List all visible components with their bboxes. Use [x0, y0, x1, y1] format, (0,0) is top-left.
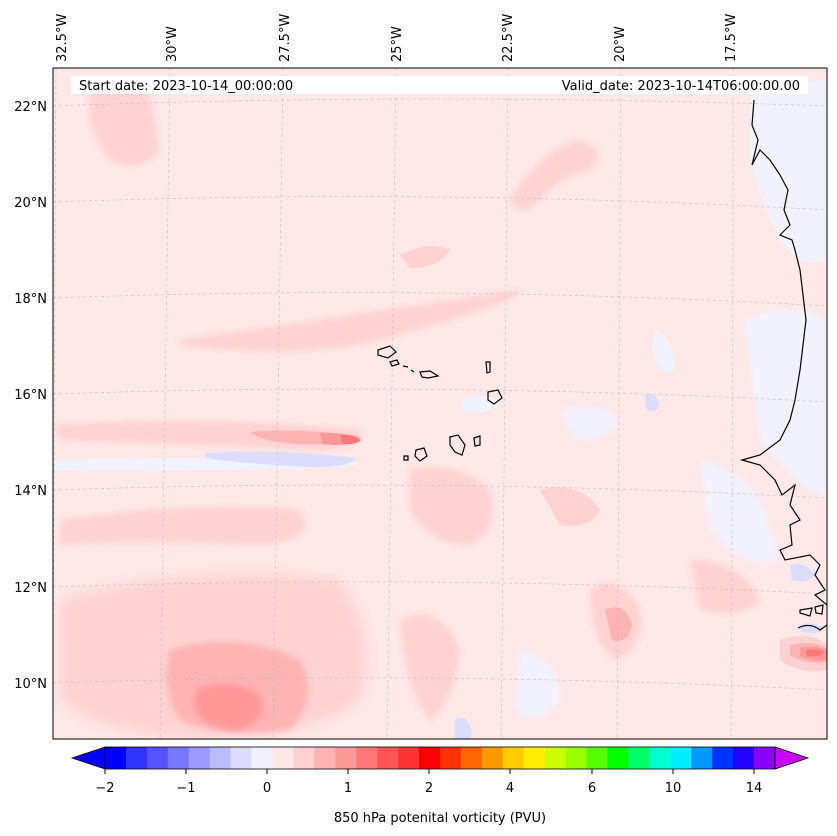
colorbar-segment [628, 747, 650, 769]
colorbar-segment [146, 747, 169, 769]
lon-label: 27.5°W [278, 14, 293, 62]
colorbar-segment [356, 747, 378, 769]
colorbar-segment [440, 747, 462, 769]
colorbar-segments [105, 747, 776, 769]
colorbar-tick-label: 0 [263, 781, 271, 796]
colorbar-segment [544, 747, 567, 769]
lon-label: 30°W [165, 26, 180, 62]
colorbar-segment [460, 747, 483, 769]
lon-label: 32.5°W [55, 14, 70, 62]
lat-label: 14°N [14, 484, 47, 499]
colorbar-over-arrow [774, 746, 810, 770]
map-frame [52, 67, 828, 740]
colorbar-segment [272, 747, 294, 769]
lon-label: 20°W [613, 26, 628, 62]
colorbar-segment [733, 747, 755, 769]
colorbar-tick-label: 4 [506, 781, 514, 796]
coastline [739, 99, 827, 631]
latitude-labels: 22°N 20°N 18°N 16°N 14°N 12°N 10°N [14, 100, 47, 692]
colorbar-title: 850 hPa potenital vorticity (PVU) [334, 811, 546, 826]
colorbar-segment [586, 747, 608, 769]
lon-label: 17.5°W [724, 14, 739, 62]
lat-label: 16°N [14, 388, 47, 403]
colorbar-segment [712, 747, 734, 769]
colorbar-tick-label: 6 [588, 781, 596, 796]
colorbar-segment [377, 747, 399, 769]
colorbar-segment [419, 747, 441, 769]
colorbar-segment [209, 747, 232, 769]
colorbar-segment [565, 747, 588, 769]
colorbar-segment [649, 747, 671, 769]
colorbar-segment [398, 747, 420, 769]
colorbar-frame [104, 746, 776, 770]
colorbar-segment [293, 747, 315, 769]
cape-verde-islands [377, 345, 503, 462]
lat-label: 18°N [14, 292, 47, 307]
map-panel [52, 67, 828, 740]
colorbar-segment [251, 747, 273, 769]
colorbar-ticks [104, 769, 755, 774]
colorbar-tick-label: 1 [344, 781, 352, 796]
colorbar-tick-label: 14 [746, 781, 763, 796]
start-date-text: Start date: 2023-10-14_00:00:00 [79, 79, 293, 94]
colorbar-segment [670, 747, 692, 769]
lon-label: 25°W [390, 26, 405, 62]
colorbar-segment [335, 747, 357, 769]
colorbar-segment [607, 747, 629, 769]
date-banner-background [71, 76, 808, 94]
colorbar-under-arrow [70, 746, 106, 770]
valid-date-text: Valid_date: 2023-10-14T06:00:00.00 [562, 79, 800, 94]
colorbar-tick-label: 2 [425, 781, 433, 796]
colorbar-tick-label: 10 [665, 781, 682, 796]
colorbar-tick-labels: −2 −1 0 1 2 4 6 10 14 [95, 781, 762, 796]
colorbar-segment [481, 747, 504, 769]
lat-label: 12°N [14, 581, 47, 596]
longitude-labels: 32.5°W 30°W 27.5°W 25°W 22.5°W 20°W 17.5… [55, 14, 739, 62]
lat-label: 10°N [14, 677, 47, 692]
gridlines [53, 68, 827, 739]
lon-label: 22.5°W [501, 14, 516, 62]
colorbar-segment [502, 747, 525, 769]
colorbar-segment [125, 747, 148, 769]
lat-label: 20°N [14, 196, 47, 211]
colorbar-segment [314, 747, 336, 769]
pv-contours [55, 80, 827, 739]
colorbar-segment [230, 747, 253, 769]
colorbar-tick-label: −1 [176, 781, 195, 796]
colorbar-segment [188, 747, 211, 769]
colorbar-segment [523, 747, 546, 769]
colorbar-segment [167, 747, 190, 769]
colorbar-segment [754, 747, 776, 769]
colorbar-segment [105, 747, 127, 769]
date-banner: Start date: 2023-10-14_00:00:00 Valid_da… [71, 76, 808, 94]
colorbar: −2 −1 0 1 2 4 6 10 14 850 hPa potenital … [70, 746, 810, 826]
lat-label: 22°N [14, 100, 47, 115]
colorbar-tick-label: −2 [95, 781, 114, 796]
colorbar-segment [691, 747, 713, 769]
